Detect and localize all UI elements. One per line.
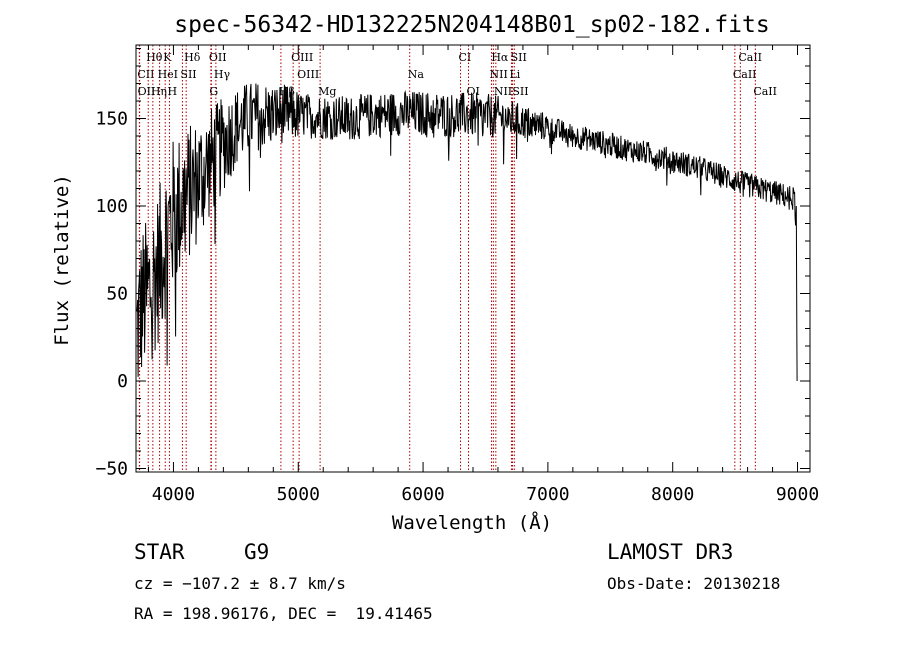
line-label: OII: [209, 51, 227, 64]
line-label: SII: [512, 85, 528, 98]
line-label: Hγ: [214, 68, 231, 81]
line-label: CaII: [753, 85, 777, 98]
line-label: NII: [494, 85, 512, 98]
x-tick-label: 5000: [277, 484, 320, 505]
line-label: SII: [180, 68, 196, 81]
line-label: Hα: [491, 51, 509, 64]
line-label: OII: [138, 85, 156, 98]
y-axis-label: Flux (relative): [51, 174, 73, 346]
axis-ticks: 4000 5000 6000 7000 8000 9000 −50 0 50 100 150: [95, 45, 819, 505]
redshift-text: cz = −107.2 ± 8.7 km/s: [134, 574, 346, 593]
line-label: G: [209, 85, 218, 98]
y-tick-label: 50: [106, 284, 128, 305]
line-label: HeI: [158, 68, 178, 81]
line-label: Hδ: [184, 51, 201, 64]
chart-title: spec-56342-HD132225N204148B01_sp02-182.f…: [174, 12, 769, 38]
line-label: CaII: [733, 68, 757, 81]
x-tick-label: 9000: [776, 484, 819, 505]
line-label: CII: [137, 68, 154, 81]
x-tick-label: 6000: [401, 484, 444, 505]
line-label: K: [163, 51, 172, 64]
line-label: Mg: [318, 85, 336, 98]
line-label: Li: [509, 68, 520, 81]
y-tick-label: 100: [95, 196, 128, 217]
line-label: Hη: [151, 85, 167, 98]
survey-name: LAMOST DR3: [607, 540, 734, 564]
line-label: Na: [408, 68, 425, 81]
x-tick-label: 4000: [152, 484, 195, 505]
line-label: SII: [511, 51, 527, 64]
line-label: NII: [489, 68, 507, 81]
line-label: CI: [459, 51, 472, 64]
line-label: H: [167, 85, 177, 98]
x-tick-label: 7000: [526, 484, 569, 505]
coordinates: RA = 198.96176, DEC = 19.41465: [134, 604, 433, 623]
line-label: OIII: [291, 51, 313, 64]
line-label: Hθ: [146, 51, 163, 64]
subclass: G9: [244, 540, 270, 564]
y-tick-label: −50: [95, 459, 128, 480]
object-type: STAR: [134, 540, 185, 564]
y-tick-label: 150: [95, 109, 128, 130]
y-tick-label: 0: [117, 371, 128, 392]
x-axis-label: Wavelength (Å): [392, 511, 552, 534]
line-label: CaII: [738, 51, 762, 64]
obs-date: Obs-Date: 20130218: [607, 574, 781, 593]
line-label: OIII: [297, 68, 319, 81]
spectrum-line: [136, 83, 798, 382]
x-tick-label: 8000: [651, 484, 694, 505]
